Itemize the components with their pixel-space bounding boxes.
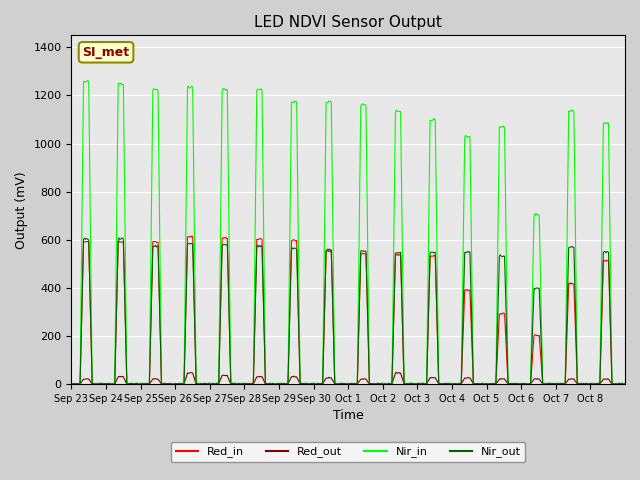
Nir_out bbox=[115, 235, 123, 241]
Y-axis label: Output (mV): Output (mV) bbox=[15, 171, 28, 249]
Nir_out bbox=[621, 381, 629, 386]
Red_out bbox=[392, 370, 399, 376]
Nir_out bbox=[84, 237, 92, 242]
Nir_out bbox=[474, 381, 481, 386]
Red_in bbox=[120, 239, 127, 245]
Red_out bbox=[226, 379, 234, 385]
Nir_in bbox=[68, 381, 76, 386]
Red_in bbox=[394, 252, 401, 257]
Red_in bbox=[227, 381, 235, 387]
Red_out bbox=[235, 381, 243, 387]
Nir_out bbox=[236, 381, 243, 386]
Red_in bbox=[68, 381, 76, 387]
Red_out bbox=[392, 370, 400, 375]
Nir_in bbox=[84, 78, 92, 84]
Red_out bbox=[120, 374, 127, 380]
Red_in bbox=[248, 381, 255, 387]
Red_in bbox=[84, 239, 92, 245]
Nir_in bbox=[194, 381, 202, 387]
Line: Red_out: Red_out bbox=[72, 372, 625, 384]
Red_in bbox=[474, 381, 481, 386]
Red_in bbox=[236, 381, 243, 387]
Red_in bbox=[621, 381, 629, 387]
Nir_out bbox=[227, 381, 235, 386]
Nir_in bbox=[237, 381, 244, 386]
X-axis label: Time: Time bbox=[333, 409, 364, 422]
Line: Nir_in: Nir_in bbox=[72, 81, 625, 384]
Nir_out bbox=[68, 381, 76, 386]
Nir_out bbox=[120, 272, 128, 278]
Nir_out bbox=[392, 250, 400, 256]
Nir_in bbox=[120, 156, 128, 162]
Red_out bbox=[68, 381, 76, 387]
Nir_in bbox=[394, 108, 401, 114]
Line: Nir_out: Nir_out bbox=[72, 238, 625, 384]
Red_out bbox=[473, 381, 481, 387]
Nir_in bbox=[621, 381, 629, 386]
Text: SI_met: SI_met bbox=[83, 46, 129, 59]
Nir_in bbox=[474, 381, 481, 387]
Red_out bbox=[621, 381, 629, 387]
Line: Red_in: Red_in bbox=[72, 236, 625, 384]
Red_out bbox=[84, 376, 92, 382]
Nir_in bbox=[228, 381, 236, 387]
Title: LED NDVI Sensor Output: LED NDVI Sensor Output bbox=[254, 15, 442, 30]
Nir_in bbox=[85, 79, 93, 85]
Nir_out bbox=[420, 381, 428, 387]
Red_out bbox=[525, 381, 532, 387]
Red_in bbox=[188, 233, 196, 239]
Legend: Red_in, Red_out, Nir_in, Nir_out: Red_in, Red_out, Nir_in, Nir_out bbox=[171, 442, 525, 462]
